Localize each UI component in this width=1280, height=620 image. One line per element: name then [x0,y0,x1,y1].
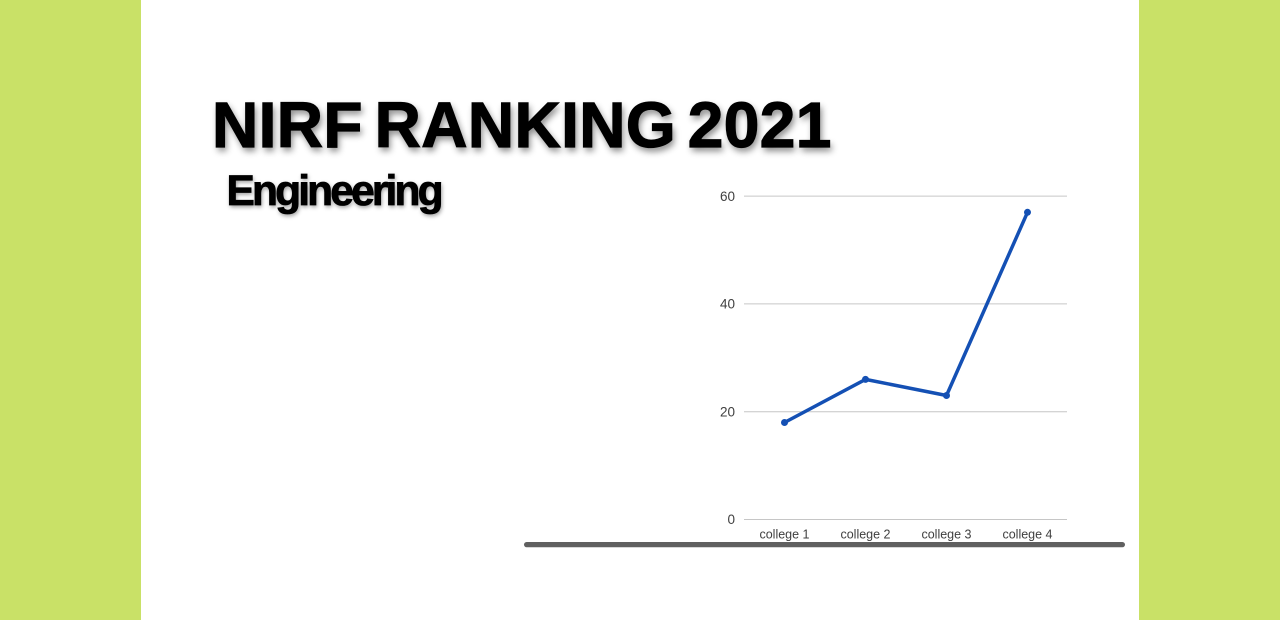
svg-text:college 4: college 4 [1002,528,1052,542]
svg-text:0: 0 [727,512,735,527]
svg-text:college 2: college 2 [840,528,890,542]
svg-text:60: 60 [720,189,735,204]
svg-text:college 3: college 3 [921,528,971,542]
svg-text:college 1: college 1 [759,528,809,542]
svg-text:40: 40 [720,297,735,312]
svg-text:20: 20 [720,404,735,419]
